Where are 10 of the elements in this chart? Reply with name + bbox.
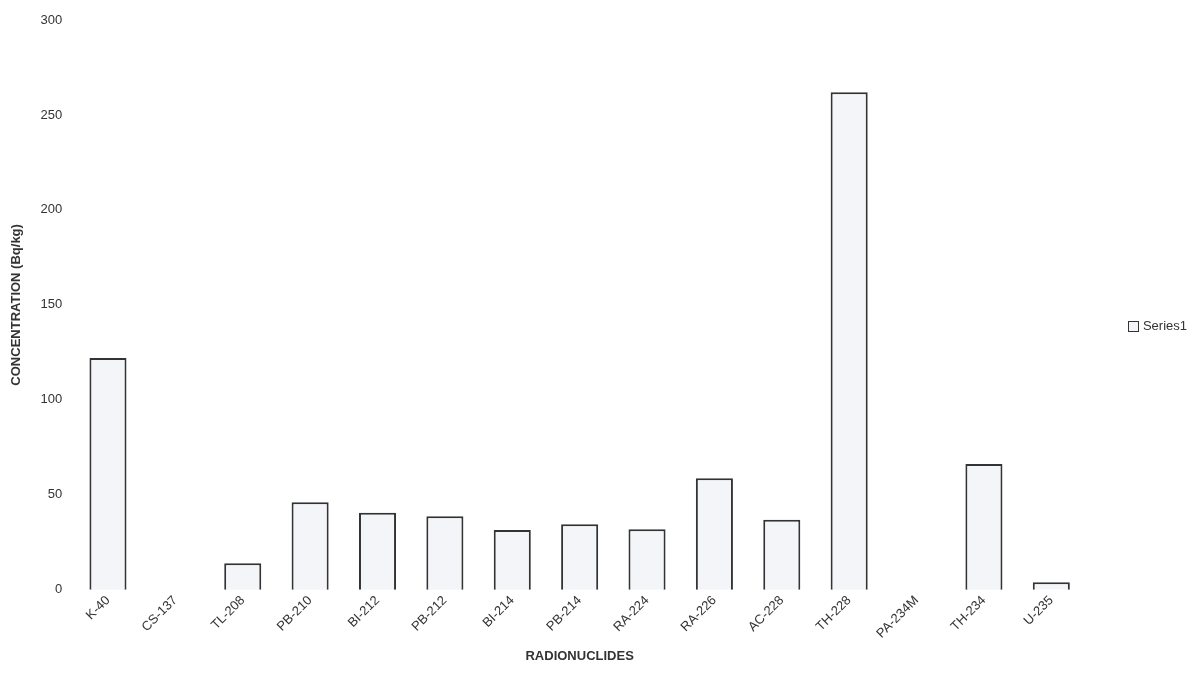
y-axis-title: CONCENTRATION (Bq/kg) bbox=[8, 224, 24, 386]
y-tick-label: 100 bbox=[40, 391, 63, 407]
y-tick-label: 300 bbox=[40, 11, 63, 27]
y-tick-label: 50 bbox=[47, 486, 63, 502]
y-tick-label: 200 bbox=[40, 201, 63, 217]
text: Series1 bbox=[1142, 318, 1187, 334]
y-tick-label: 0 bbox=[55, 581, 63, 597]
x-axis-title: RADIONUCLIDES bbox=[525, 647, 635, 663]
y-tick-label: 250 bbox=[40, 106, 63, 122]
y-tick-label: 150 bbox=[40, 296, 63, 312]
